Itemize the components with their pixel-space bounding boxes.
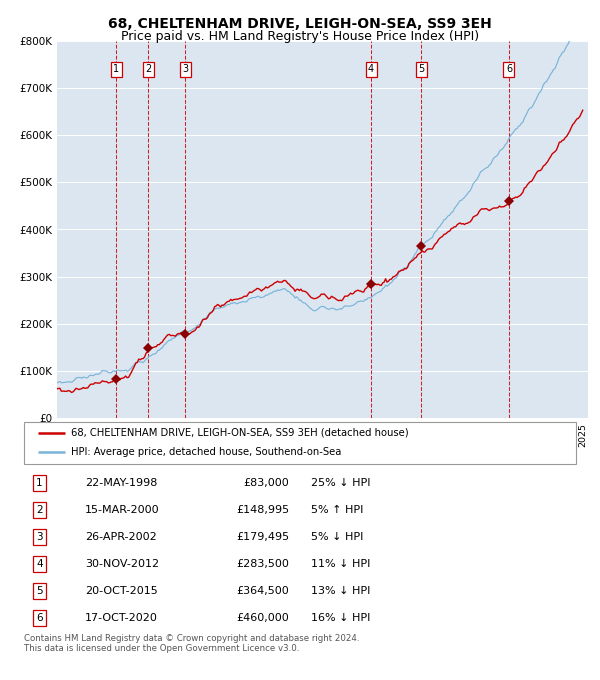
Text: 2: 2 [145,64,151,74]
Text: 5% ↓ HPI: 5% ↓ HPI [311,532,364,542]
Text: HPI: Average price, detached house, Southend-on-Sea: HPI: Average price, detached house, Sout… [71,447,341,458]
Text: 13% ↓ HPI: 13% ↓ HPI [311,586,370,596]
Text: Contains HM Land Registry data © Crown copyright and database right 2024.
This d: Contains HM Land Registry data © Crown c… [24,634,359,653]
Text: 15-MAR-2000: 15-MAR-2000 [85,505,160,515]
Text: 16% ↓ HPI: 16% ↓ HPI [311,613,370,623]
Text: 4: 4 [36,559,43,569]
Text: 2: 2 [36,505,43,515]
Text: 1: 1 [113,64,119,74]
Text: 11% ↓ HPI: 11% ↓ HPI [311,559,370,569]
FancyBboxPatch shape [24,422,576,464]
Text: 5: 5 [36,586,43,596]
Text: 22-MAY-1998: 22-MAY-1998 [85,478,157,488]
Text: 5: 5 [418,64,424,74]
Text: £364,500: £364,500 [236,586,289,596]
Text: 3: 3 [36,532,43,542]
Text: 4: 4 [368,64,374,74]
Text: 6: 6 [506,64,512,74]
Text: 68, CHELTENHAM DRIVE, LEIGH-ON-SEA, SS9 3EH (detached house): 68, CHELTENHAM DRIVE, LEIGH-ON-SEA, SS9 … [71,428,409,438]
Text: Price paid vs. HM Land Registry's House Price Index (HPI): Price paid vs. HM Land Registry's House … [121,30,479,43]
Text: 68, CHELTENHAM DRIVE, LEIGH-ON-SEA, SS9 3EH: 68, CHELTENHAM DRIVE, LEIGH-ON-SEA, SS9 … [108,17,492,31]
Text: 5% ↑ HPI: 5% ↑ HPI [311,505,364,515]
Text: 25% ↓ HPI: 25% ↓ HPI [311,478,371,488]
Text: £179,495: £179,495 [236,532,289,542]
Text: 1: 1 [36,478,43,488]
Text: 6: 6 [36,613,43,623]
Text: 26-APR-2002: 26-APR-2002 [85,532,157,542]
Text: 20-OCT-2015: 20-OCT-2015 [85,586,157,596]
Text: £83,000: £83,000 [243,478,289,488]
Text: £283,500: £283,500 [236,559,289,569]
Text: £148,995: £148,995 [236,505,289,515]
Text: 17-OCT-2020: 17-OCT-2020 [85,613,158,623]
Text: 30-NOV-2012: 30-NOV-2012 [85,559,159,569]
Text: £460,000: £460,000 [236,613,289,623]
Text: 3: 3 [182,64,188,74]
